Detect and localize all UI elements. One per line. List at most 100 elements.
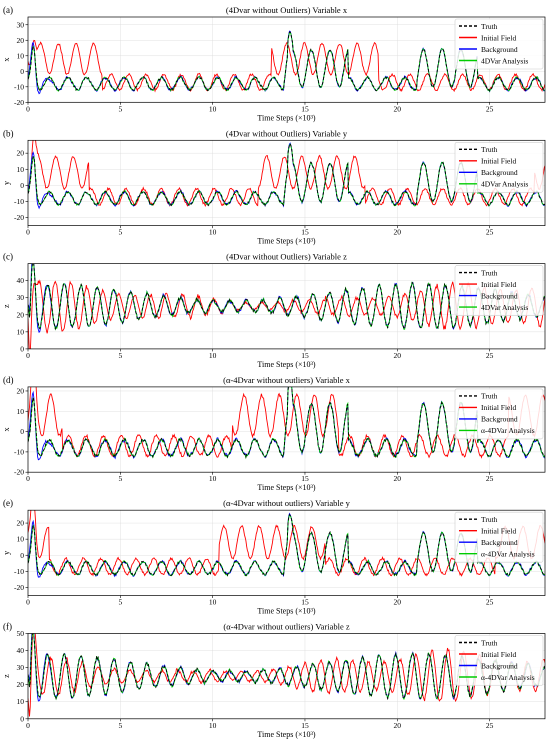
chart-title: (α-4Dvar without outliers) Variable z: [223, 622, 349, 632]
series-line-initial: [28, 633, 545, 717]
y-tick-label: -20: [14, 583, 24, 592]
legend-label-initial: Initial Field: [481, 33, 516, 42]
plot-frame: [27, 633, 546, 720]
y-tick-label: -20: [14, 468, 24, 477]
y-tick-label: 0: [20, 181, 24, 190]
x-tick-label: 5: [118, 104, 122, 113]
y-tick-label: 0: [20, 427, 24, 436]
y-tick-label: 0: [20, 551, 24, 560]
panel-label: (a): [3, 5, 13, 15]
x-tick-label: 0: [26, 721, 30, 730]
legend: Truth Initial Field Background α-4DVar Anal…: [454, 388, 544, 440]
chart-title: (α-4Dvar without outliers) Variable x: [223, 375, 350, 385]
chart-title: (α-4Dvar without outliers) Variable y: [223, 498, 350, 508]
legend-box: [454, 388, 544, 440]
legend-label-background: Background: [481, 415, 518, 424]
x-tick-label: 25: [486, 598, 494, 607]
y-tick-label: 30: [17, 663, 25, 672]
x-tick-label: 15: [301, 474, 309, 483]
legend-label-analysis: α-4DVar Analysis: [481, 426, 535, 435]
y-tick-label: 0: [20, 67, 24, 76]
legend-box: [454, 635, 544, 686]
legend-box: [454, 265, 544, 316]
legend: Truth Initial Field Background 4DVar Analys…: [454, 18, 544, 70]
plot-frame: [27, 263, 546, 350]
y-tick-label: 40: [17, 276, 25, 285]
y-axis-label: z: [2, 674, 11, 678]
panel-label: (f): [3, 622, 12, 632]
panel-label: (c): [3, 252, 13, 262]
legend-label-truth: Truth: [481, 145, 498, 154]
legend: Truth Initial Field Background 4DVar Analys…: [454, 265, 544, 316]
y-tick-label: 0: [20, 714, 24, 723]
y-tick-label: 10: [17, 535, 25, 544]
plot-frame: [27, 16, 546, 103]
y-tick-label: 0: [20, 344, 24, 353]
x-tick-label: 25: [486, 474, 494, 483]
chart-panel-d: (d) (α-4Dvar without outliers) Variable x…: [2, 375, 546, 492]
legend-label-truth: Truth: [481, 268, 498, 277]
legend-box: [454, 18, 544, 70]
series-line-truth: [28, 31, 545, 92]
y-tick-label: 10: [17, 327, 25, 336]
chart-title: (4Dvar without Outliers) Variable z: [226, 252, 347, 262]
x-axis-label: Time Steps (×10³): [257, 113, 316, 122]
y-tick-label: -20: [14, 213, 24, 222]
legend-label-truth: Truth: [481, 392, 498, 401]
series-line-truth: [28, 513, 545, 577]
y-axis-label: y: [2, 551, 11, 555]
legend-label-initial: Initial Field: [481, 403, 516, 412]
y-tick-label: 20: [17, 519, 25, 528]
plot-frame: [27, 139, 546, 226]
y-axis-label: z: [2, 304, 11, 308]
legend-label-analysis: 4DVar Analysis: [481, 56, 528, 65]
x-tick-label: 5: [118, 228, 122, 237]
legend-box: [454, 511, 544, 563]
x-tick-label: 25: [486, 228, 494, 237]
chart-panel-c: (c) (4Dvar without Outliers) Variable z 0 5…: [2, 252, 546, 369]
y-tick-label: 30: [17, 20, 25, 29]
y-tick-label: -10: [14, 567, 24, 576]
legend-label-background: Background: [481, 168, 518, 177]
x-tick-label: 10: [209, 598, 217, 607]
legend-label-initial: Initial Field: [481, 280, 516, 289]
x-tick-label: 0: [26, 598, 30, 607]
y-tick-label: 10: [17, 407, 25, 416]
y-tick-label: 20: [17, 36, 25, 45]
legend-label-background: Background: [481, 45, 518, 54]
series-line-initial: [28, 39, 545, 93]
legend-label-analysis: α-4DVar Analysis: [481, 550, 535, 559]
x-axis-label: Time Steps (×10³): [257, 360, 316, 369]
legend-label-truth: Truth: [481, 638, 498, 647]
chart-panel-f: (f) (α-4Dvar without outliers) Variable z…: [2, 622, 546, 739]
x-tick-label: 0: [26, 104, 30, 113]
x-tick-label: 0: [26, 228, 30, 237]
x-tick-label: 20: [394, 598, 402, 607]
x-tick-label: 5: [118, 474, 122, 483]
y-tick-label: -10: [14, 197, 24, 206]
panel-label: (b): [3, 128, 14, 138]
x-tick-label: 25: [486, 721, 494, 730]
legend: Truth Initial Field Background α-4DVar Anal…: [454, 511, 544, 563]
series-line-initial: [28, 279, 545, 349]
y-tick-label: 40: [17, 646, 25, 655]
x-axis-label: Time Steps (×10³): [257, 237, 316, 246]
x-tick-label: 15: [301, 228, 309, 237]
y-tick-label: -10: [14, 82, 24, 91]
panel-label: (d): [3, 375, 14, 385]
y-tick-label: 10: [17, 697, 25, 706]
x-tick-label: 25: [486, 351, 494, 360]
legend: Truth Initial Field Background 4DVar Analys…: [454, 142, 544, 193]
plot-frame: [27, 386, 546, 473]
x-tick-label: 10: [209, 721, 217, 730]
x-tick-label: 10: [209, 228, 217, 237]
chart-panel-b: (b) (4Dvar without Outliers) Variable y 0 5…: [2, 128, 546, 246]
y-tick-label: -20: [14, 98, 24, 107]
chart-title: (4Dvar without Outliers) Variable y: [226, 128, 348, 138]
x-tick-label: 15: [301, 104, 309, 113]
legend-label-truth: Truth: [481, 22, 498, 31]
y-axis-label: x: [2, 58, 11, 62]
legend-box: [454, 142, 544, 193]
y-tick-label: 30: [17, 293, 25, 302]
